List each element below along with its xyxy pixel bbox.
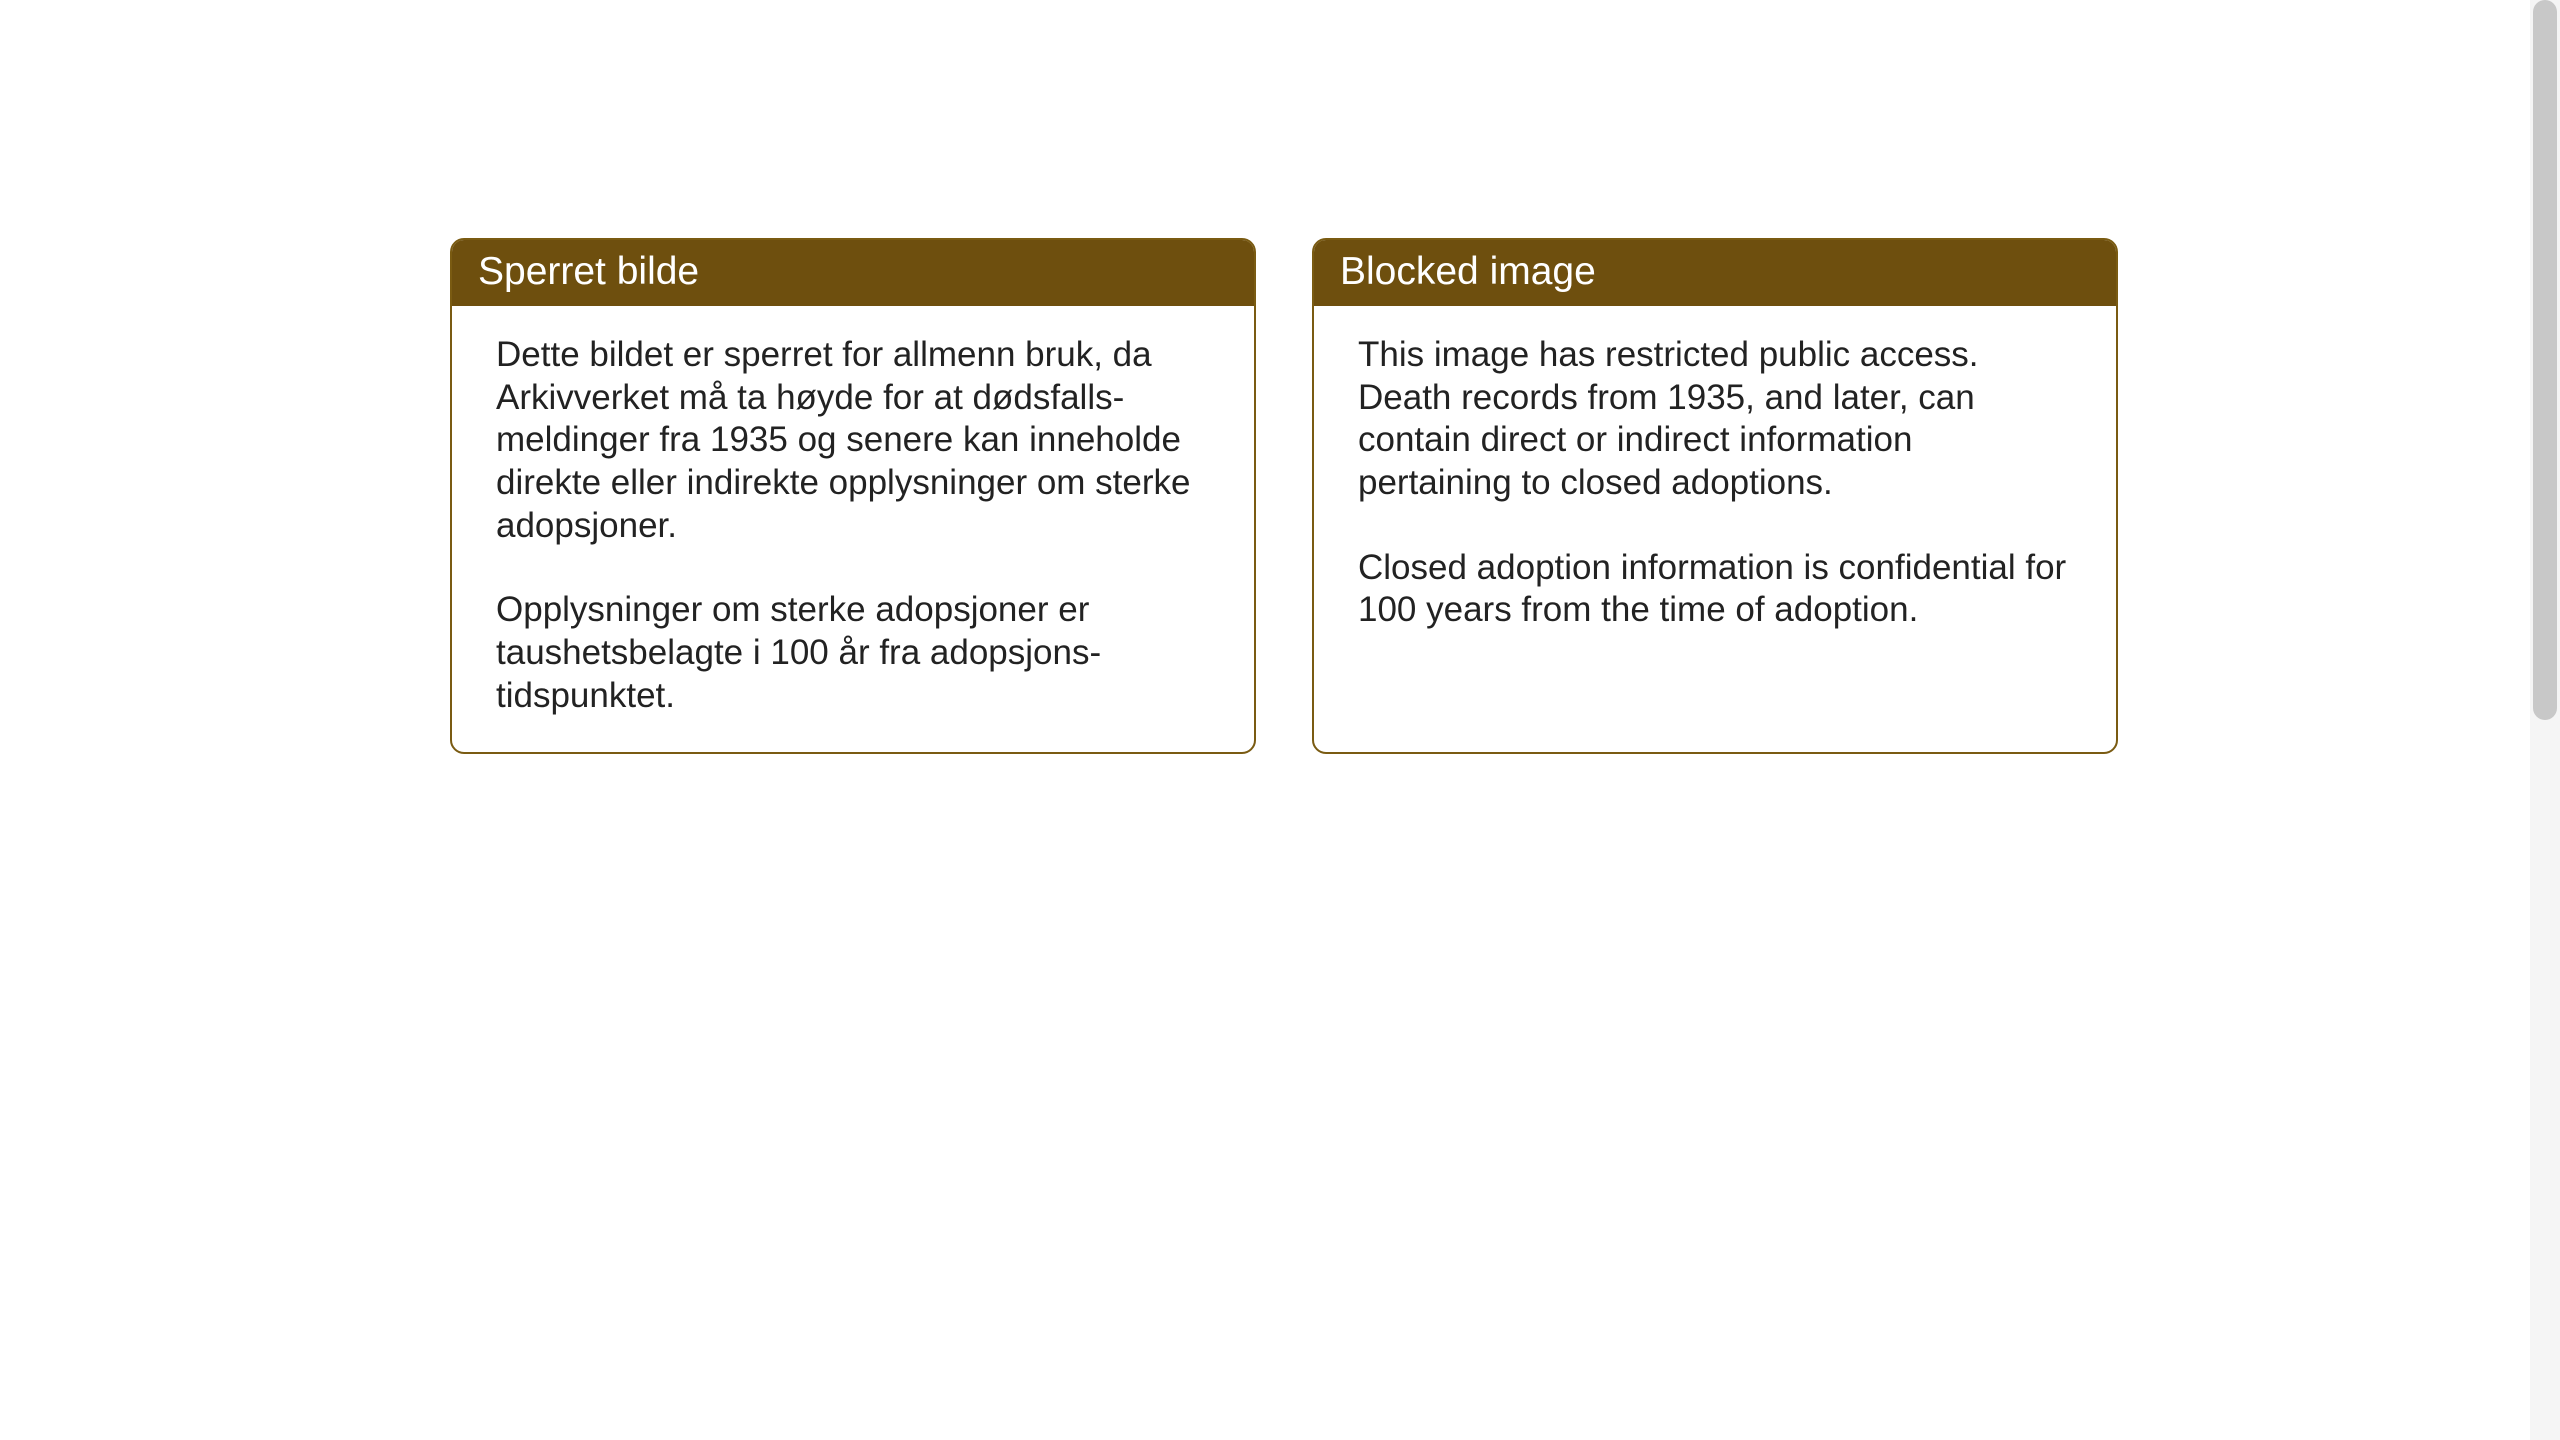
- vertical-scrollbar[interactable]: [2530, 0, 2560, 1440]
- notice-card-english: Blocked image This image has restricted …: [1312, 238, 2118, 754]
- card-body-english: This image has restricted public access.…: [1314, 306, 2116, 746]
- card-body-norwegian: Dette bildet er sperret for allmenn bruk…: [452, 306, 1254, 752]
- card-paragraph: Opplysninger om sterke adopsjoner er tau…: [496, 589, 1210, 717]
- card-header-norwegian: Sperret bilde: [452, 240, 1254, 306]
- card-header-english: Blocked image: [1314, 240, 2116, 306]
- card-paragraph: Dette bildet er sperret for allmenn bruk…: [496, 334, 1210, 547]
- scrollbar-thumb[interactable]: [2533, 0, 2557, 720]
- notice-cards-container: Sperret bilde Dette bildet er sperret fo…: [450, 238, 2118, 754]
- card-paragraph: This image has restricted public access.…: [1358, 334, 2072, 505]
- notice-card-norwegian: Sperret bilde Dette bildet er sperret fo…: [450, 238, 1256, 754]
- card-paragraph: Closed adoption information is confident…: [1358, 547, 2072, 632]
